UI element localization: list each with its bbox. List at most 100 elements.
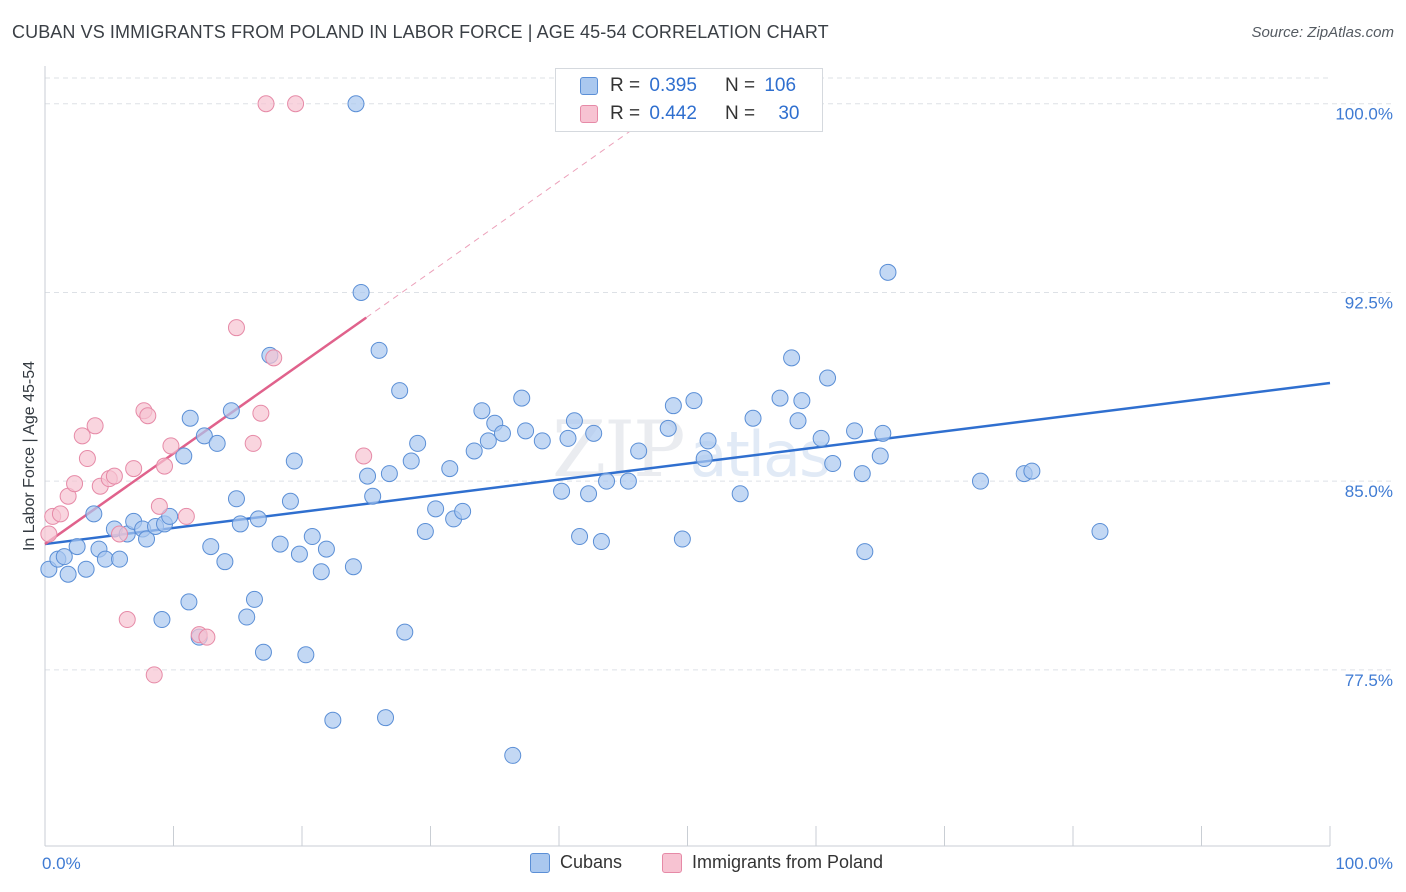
cubans-point [55, 548, 73, 566]
cubans-point [271, 535, 289, 553]
poland-point [139, 407, 157, 425]
poland-point [78, 450, 96, 468]
poland-point [244, 434, 262, 452]
cubans-point [153, 611, 171, 629]
cubans-point [377, 709, 395, 727]
cubans-point [513, 389, 531, 407]
legend-r-value: 0.442 [649, 103, 697, 124]
cubans-point [370, 341, 388, 359]
poland-legend-label: Immigrants from Poland [692, 852, 884, 872]
cubans-point [517, 422, 535, 440]
poland-point [198, 628, 216, 646]
x-tick-label-min: 0.0% [42, 854, 81, 873]
cubans-point [559, 429, 577, 447]
source-label: Source: ZipAtlas.com [1251, 24, 1394, 41]
poland-point [125, 460, 143, 478]
cubans-point [364, 487, 382, 505]
cubans-legend-label: Cubans [560, 852, 623, 872]
cubans-point [874, 424, 892, 442]
cubans-point [853, 465, 871, 483]
poland-point [118, 611, 136, 629]
cubans-point [441, 460, 459, 478]
cubans-point [771, 389, 789, 407]
cubans-point [347, 95, 365, 113]
poland-point [86, 417, 104, 435]
poland-point [150, 497, 168, 515]
y-tick-label: 100.0% [1335, 105, 1393, 124]
cubans-point [391, 382, 409, 400]
cubans-point [317, 540, 335, 558]
axes [44, 66, 1331, 847]
poland-point [66, 475, 84, 493]
cubans-point [344, 558, 362, 576]
legend-n-value: 30 [778, 103, 800, 124]
cubans-point [598, 472, 616, 490]
cubans-point [856, 543, 874, 561]
cubans-point [630, 442, 648, 460]
y-tick-label: 92.5% [1345, 293, 1393, 312]
cubans-point [208, 434, 226, 452]
poland-point [145, 666, 163, 684]
cubans-point [181, 409, 199, 427]
chart-title: CUBAN VS IMMIGRANTS FROM POLAND IN LABOR… [12, 22, 829, 42]
cubans-point [971, 472, 989, 490]
poland-point [257, 95, 275, 113]
cubans-point [409, 434, 427, 452]
poland-trend-extension [365, 108, 663, 319]
cubans-point [231, 515, 249, 533]
cubans-point [290, 545, 308, 563]
cubans-point [533, 432, 551, 450]
poland-point [252, 404, 270, 422]
cubans-point [402, 452, 420, 470]
cubans-point [465, 442, 483, 460]
cubans-point [1023, 462, 1041, 480]
legend-row-poland: R = 0.442 N = 30 [580, 101, 799, 127]
cubans-point [580, 485, 598, 503]
poland-point [156, 457, 174, 475]
cubans-point [359, 467, 377, 485]
cubans-point [592, 533, 610, 551]
cubans-point [812, 429, 830, 447]
legend-item-poland[interactable]: Immigrants from Poland [662, 852, 883, 873]
cubans-point [77, 560, 95, 578]
cubans-point [824, 455, 842, 473]
cubans-point [238, 608, 256, 626]
cubans-point [245, 590, 263, 608]
cubans-point [285, 452, 303, 470]
cubans-point [565, 412, 583, 430]
cubans-point [303, 528, 321, 546]
legend-r-value: 0.395 [649, 75, 697, 96]
legend-item-cubans[interactable]: Cubans [530, 852, 622, 873]
cubans-point [175, 447, 193, 465]
cubans-legend-swatch [530, 852, 550, 873]
cubans-point [819, 369, 837, 387]
poland-point [355, 447, 373, 465]
legend-r-label: R = [610, 103, 641, 124]
poland-legend-swatch [662, 852, 682, 873]
cubans-point [281, 492, 299, 510]
cubans-point [619, 472, 637, 490]
legend-r-label: R = [610, 75, 641, 96]
cubans-point [695, 450, 713, 468]
cubans-point [396, 623, 414, 641]
cubans-point [479, 432, 497, 450]
cubans-point [195, 427, 213, 445]
series-legend: Cubans Immigrants from Poland [0, 852, 1406, 878]
y-tick-label: 85.0% [1345, 482, 1393, 501]
legend-n-value: 106 [764, 75, 797, 96]
cubans-point [254, 643, 272, 661]
x-tick-label-max: 100.0% [1335, 854, 1393, 873]
cubans-swatch [580, 77, 598, 95]
cubans-point [673, 530, 691, 548]
cubans-point [222, 402, 240, 420]
gridlines [45, 77, 1393, 671]
y-tick-label: 77.5% [1345, 671, 1393, 690]
cubans-point [427, 500, 445, 518]
legend-row-cubans: R = 0.395 N = 106 [580, 73, 796, 99]
cubans-point [380, 465, 398, 483]
cubans-point [138, 530, 156, 548]
poland-point [227, 319, 245, 337]
cubans-point [161, 507, 179, 525]
cubans-point [324, 711, 342, 729]
